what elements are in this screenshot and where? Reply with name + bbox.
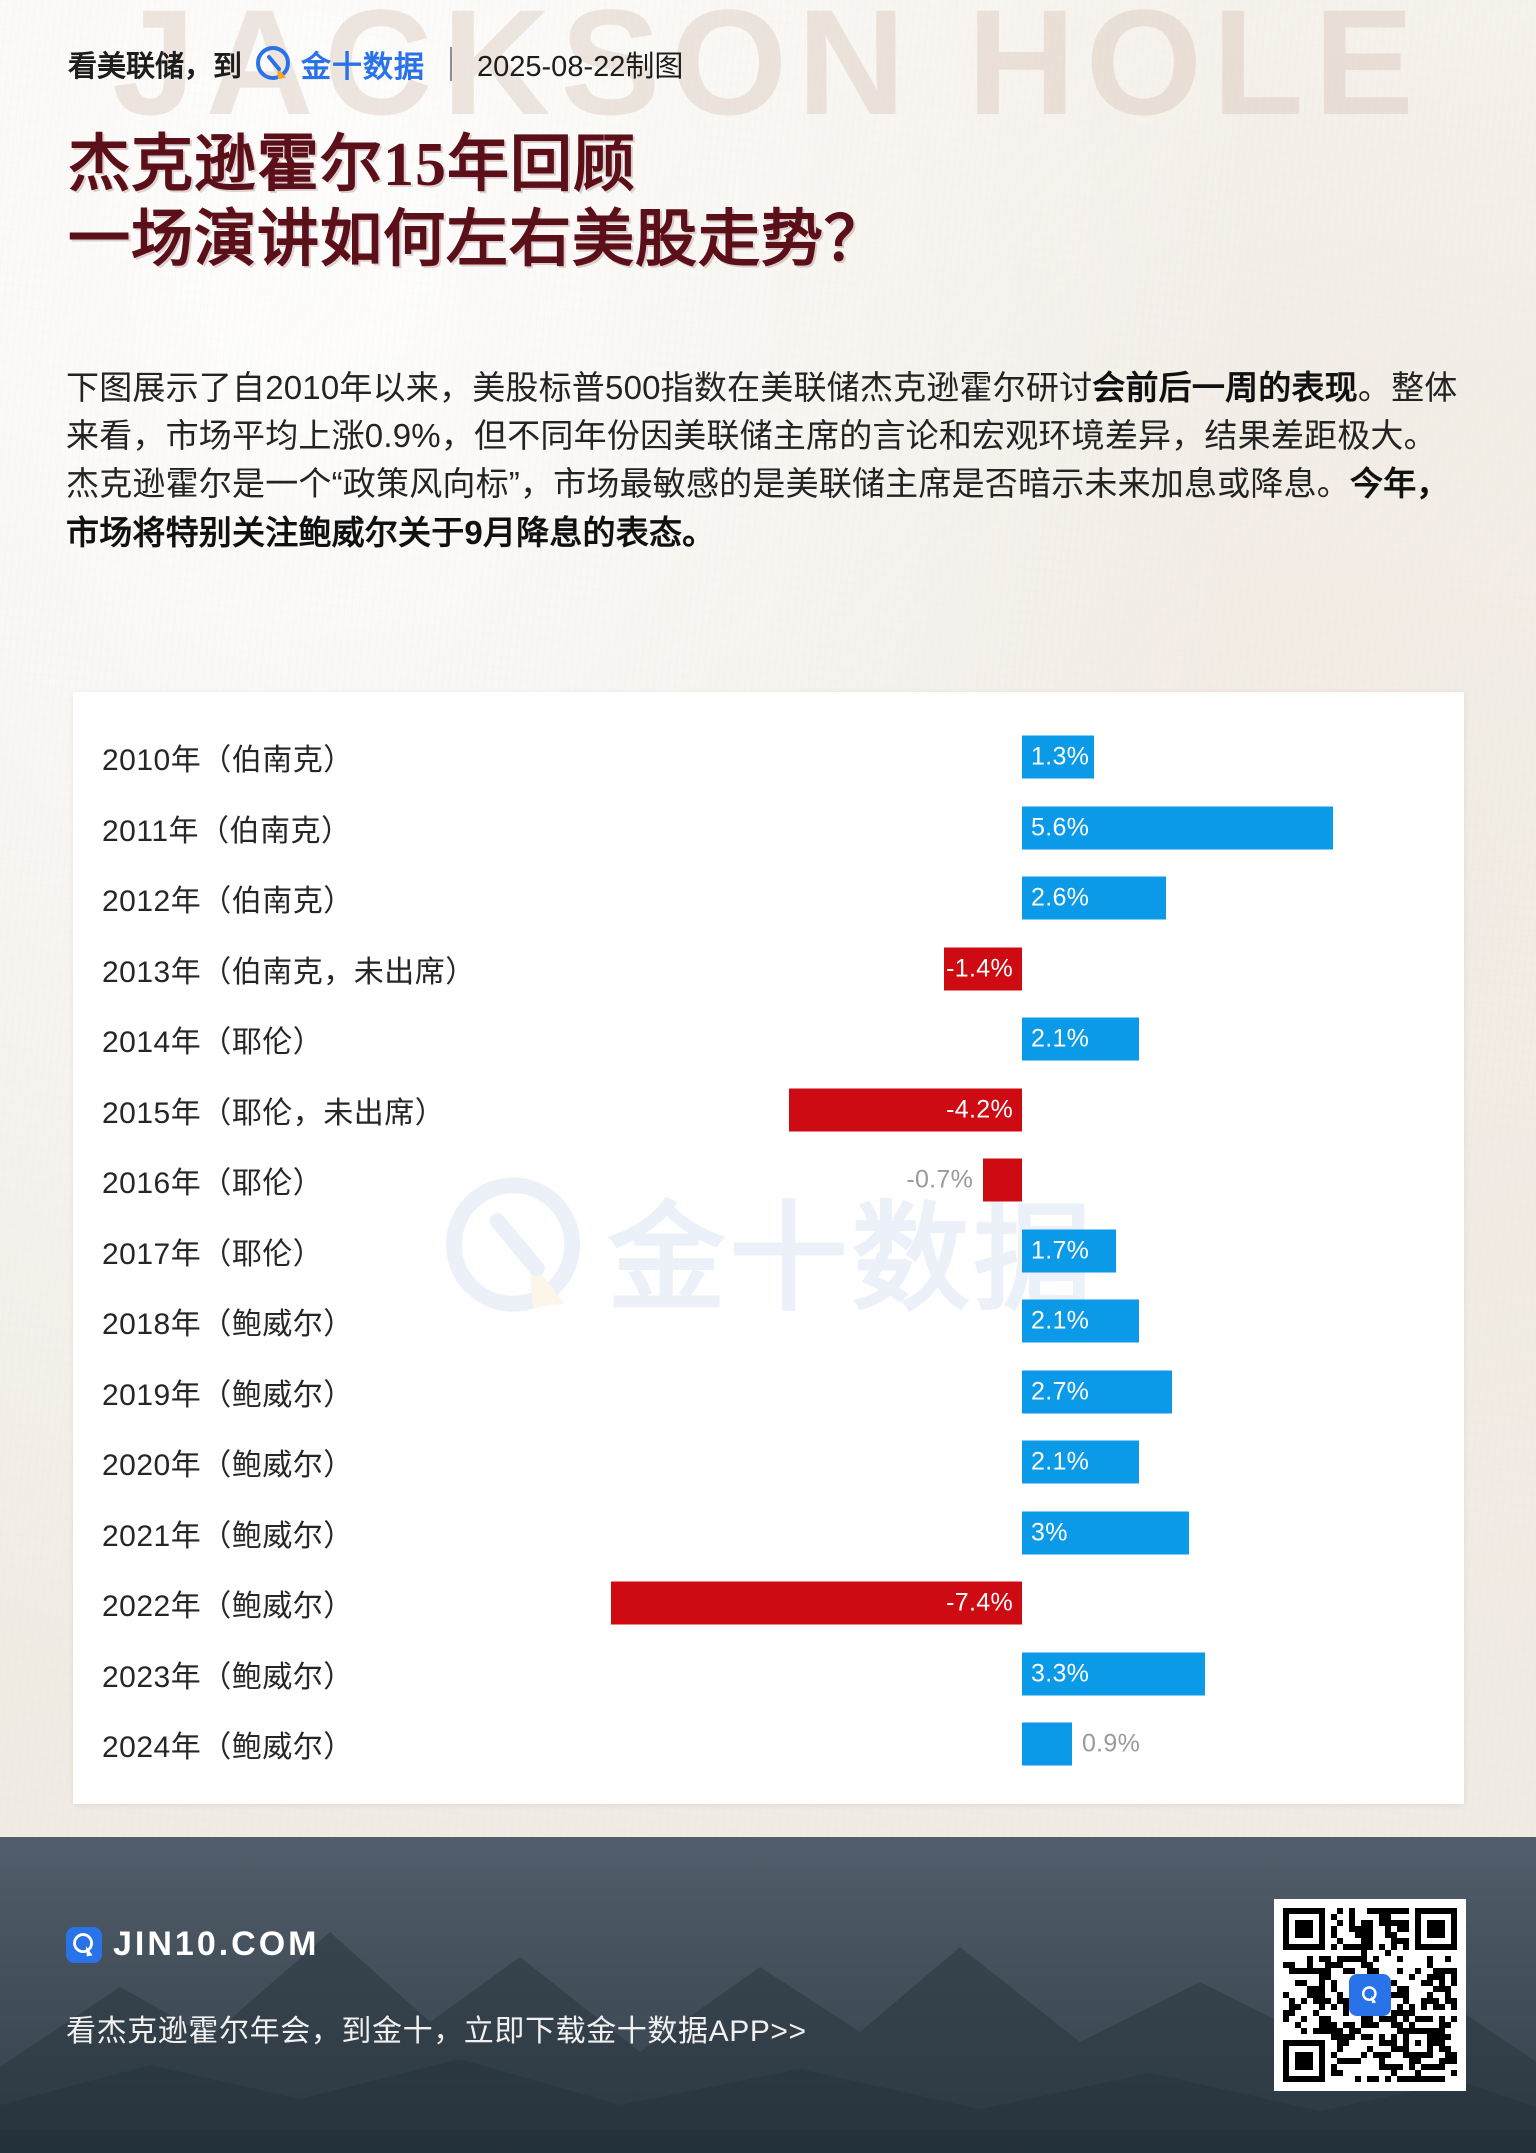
bar-category-label: 2014年（耶伦） bbox=[102, 1026, 324, 1059]
chart-card: 金十数据 2010年（伯南克） 1.3% 2011年（伯南克） 5.6% 2012年（伯… bbox=[73, 692, 1464, 1804]
table-row: 2010年（伯南克） 1.3% bbox=[73, 726, 1464, 788]
table-row: 2017年（耶伦） 1.7% bbox=[73, 1220, 1464, 1282]
bar-value-label: -4.2% bbox=[946, 1095, 1013, 1123]
bar-category-label: 2021年（鲍威尔） bbox=[102, 1519, 354, 1553]
footer-band: JIN10.COM 看杰克逊霍尔年会，到金十，立即下载金十数据APP>> bbox=[0, 1837, 1536, 2153]
table-row: 2015年（耶伦，未出席） -4.2% bbox=[73, 1079, 1464, 1141]
bar-value-label: 2.6% bbox=[1031, 883, 1090, 912]
bar-category-label: 2012年（伯南克） bbox=[102, 885, 354, 918]
bar-category-label: 2015年（耶伦，未出席） bbox=[102, 1096, 446, 1130]
qr-matrix-icon bbox=[1283, 1908, 1457, 2082]
table-row: 2014年（耶伦） 2.1% bbox=[73, 1008, 1464, 1070]
qr-center-logo bbox=[1349, 1974, 1391, 2016]
table-row: 2024年（鲍威尔） 0.9% bbox=[73, 1713, 1464, 1775]
masthead-date: 2025-08-22制图 bbox=[477, 51, 684, 83]
bar-value-label: -1.4% bbox=[946, 954, 1013, 982]
bar-category-label: 2018年（鲍威尔） bbox=[102, 1308, 354, 1341]
lede-p1-b: 会前后一周的表现 bbox=[1092, 369, 1358, 406]
bar-value-label: 5.6% bbox=[1031, 813, 1090, 841]
bar-category-label: 2013年（伯南克，未出席） bbox=[102, 955, 476, 989]
bar-chart-plot: 2010年（伯南克） 1.3% 2011年（伯南克） 5.6% 2012年（伯南克） 2.… bbox=[73, 692, 1464, 1804]
masthead-lead-text: 看美联储，到 bbox=[68, 51, 243, 83]
bar-negative: -4.2% bbox=[788, 1088, 1022, 1131]
lede-p1-c: 。整体来看，市场平均上涨0.9%，但不同年份因美联 bbox=[66, 369, 1458, 455]
bar-negative: -7.4% bbox=[611, 1581, 1022, 1625]
page-title: 杰克逊霍尔15年回顾 一场演讲如何左右美股走势？ bbox=[68, 128, 887, 278]
bar-negative: -0.7% bbox=[906, 1158, 1022, 1202]
bar-positive: 5.6% bbox=[1022, 806, 1333, 849]
qr-code[interactable] bbox=[1274, 1899, 1466, 2091]
bar-positive: 2.1% bbox=[1022, 1440, 1139, 1484]
bar-negative: -1.4% bbox=[944, 947, 1022, 990]
table-row: 2016年（耶伦） -0.7% bbox=[73, 1149, 1464, 1211]
table-row: 2022年（鲍威尔） -7.4% bbox=[73, 1572, 1464, 1634]
intro-paragraphs: 下图展示了自2010年以来，美股标普500指数在美联储杰克逊霍尔研讨会前后一周的… bbox=[66, 364, 1476, 557]
bar-value-label: -0.7% bbox=[906, 1165, 974, 1194]
jin10-logo[interactable]: 金十数据 bbox=[255, 42, 425, 86]
bar-category-label: 2022年（鲍威尔） bbox=[102, 1590, 354, 1623]
bar-value-label: 3% bbox=[1031, 1518, 1068, 1546]
jin10-brand-text: 金十数据 bbox=[301, 51, 426, 84]
lede-p2-a: 杰克逊霍尔是一个“政策风向标”，市场最敏感的是美联储主席是否暗 bbox=[66, 465, 1052, 503]
footer-content: JIN10.COM 看杰克逊霍尔年会，到金十，立即下载金十数据APP>> bbox=[66, 1925, 807, 2050]
bar-value-label: 1.3% bbox=[1031, 742, 1090, 771]
footer-brand[interactable]: JIN10.COM bbox=[66, 1925, 807, 1964]
lede-p2-c: 今年，市场将特别关注鲍威尔关于9月降息的表态。 bbox=[66, 465, 1450, 551]
bar-value-label: 2.1% bbox=[1031, 1306, 1090, 1335]
bar-value-label: -7.4% bbox=[946, 1588, 1013, 1617]
headline-line-1: 杰克逊霍尔15年回顾 bbox=[68, 131, 637, 199]
table-row: 2019年（鲍威尔） 2.7% bbox=[73, 1361, 1464, 1423]
table-row: 2011年（伯南克） 5.6% bbox=[73, 797, 1464, 859]
masthead: 看美联储，到 金十数据 2025-08-22制图 bbox=[68, 42, 683, 86]
bar-value-label: 0.9% bbox=[1081, 1729, 1141, 1758]
bar-value-label: 1.7% bbox=[1031, 1236, 1090, 1264]
table-row: 2018年（鲍威尔） 2.1% bbox=[73, 1290, 1464, 1352]
lede-p1-a: 下图展示了自2010年以来，美股标普500指数在美联储杰克逊霍尔研讨 bbox=[66, 369, 1093, 406]
bar-value-label: 2.7% bbox=[1031, 1377, 1090, 1405]
bar-positive: 1.3% bbox=[1022, 735, 1095, 779]
intro-paragraph-1: 下图展示了自2010年以来，美股标普500指数在美联储杰克逊霍尔研讨会前后一周的… bbox=[66, 364, 1476, 460]
table-row: 2023年（鲍威尔） 3.3% bbox=[73, 1643, 1464, 1705]
bar-category-label: 2024年（鲍威尔） bbox=[102, 1731, 354, 1764]
jin10-logo-icon bbox=[255, 45, 293, 83]
table-row: 2021年（鲍威尔） 3% bbox=[73, 1502, 1464, 1564]
bar-category-label: 2017年（耶伦） bbox=[102, 1237, 324, 1271]
mountain-illustration bbox=[0, 1837, 1536, 2153]
bar-positive: 3% bbox=[1022, 1511, 1189, 1554]
bar-category-label: 2011年（伯南克） bbox=[102, 814, 352, 848]
bar-category-label: 2016年（耶伦） bbox=[102, 1167, 324, 1200]
footer-url-text: JIN10.COM bbox=[113, 1925, 320, 1963]
bar-value-label: 3.3% bbox=[1031, 1659, 1090, 1687]
bar-positive: 2.1% bbox=[1022, 1299, 1139, 1343]
qr-code-image bbox=[1283, 1908, 1457, 2082]
bar-positive: 2.7% bbox=[1022, 1370, 1172, 1413]
bar-positive: 0.9% bbox=[1022, 1722, 1140, 1766]
masthead-divider bbox=[450, 47, 453, 81]
bar-value-label: 2.1% bbox=[1031, 1024, 1090, 1053]
bar-category-label: 2023年（鲍威尔） bbox=[102, 1660, 354, 1694]
lede-p1-d: 储主席的言论和宏观环境差异，结果差距极大。 bbox=[739, 417, 1437, 455]
table-row: 2013年（伯南克，未出席） -1.4% bbox=[73, 938, 1464, 1000]
bar-positive: 3.3% bbox=[1022, 1652, 1206, 1695]
table-row: 2012年（伯南克） 2.6% bbox=[73, 867, 1464, 929]
jin10-circle-icon bbox=[66, 1926, 102, 1963]
bar-category-label: 2020年（鲍威尔） bbox=[102, 1449, 354, 1482]
intro-paragraph-2: 杰克逊霍尔是一个“政策风向标”，市场最敏感的是美联储主席是否暗示未来加息或降息。… bbox=[66, 460, 1476, 556]
headline-line-2: 一场演讲如何左右美股走势？ bbox=[68, 206, 888, 275]
ghost-wordmark: JACKSON HOLE bbox=[112, 0, 1424, 146]
bar-category-label: 2010年（伯南克） bbox=[102, 744, 354, 777]
table-row: 2020年（鲍威尔） 2.1% bbox=[73, 1431, 1464, 1493]
footer-tagline: 看杰克逊霍尔年会，到金十，立即下载金十数据APP>> bbox=[66, 2015, 807, 2048]
bar-positive: 2.1% bbox=[1022, 1017, 1139, 1061]
bar-positive: 2.6% bbox=[1022, 876, 1167, 920]
lede-p2-b: 示未来加息或降息。 bbox=[1051, 465, 1350, 503]
bar-category-label: 2019年（鲍威尔） bbox=[102, 1378, 354, 1412]
bar-positive: 1.7% bbox=[1022, 1229, 1117, 1272]
bar-value-label: 2.1% bbox=[1031, 1447, 1090, 1476]
